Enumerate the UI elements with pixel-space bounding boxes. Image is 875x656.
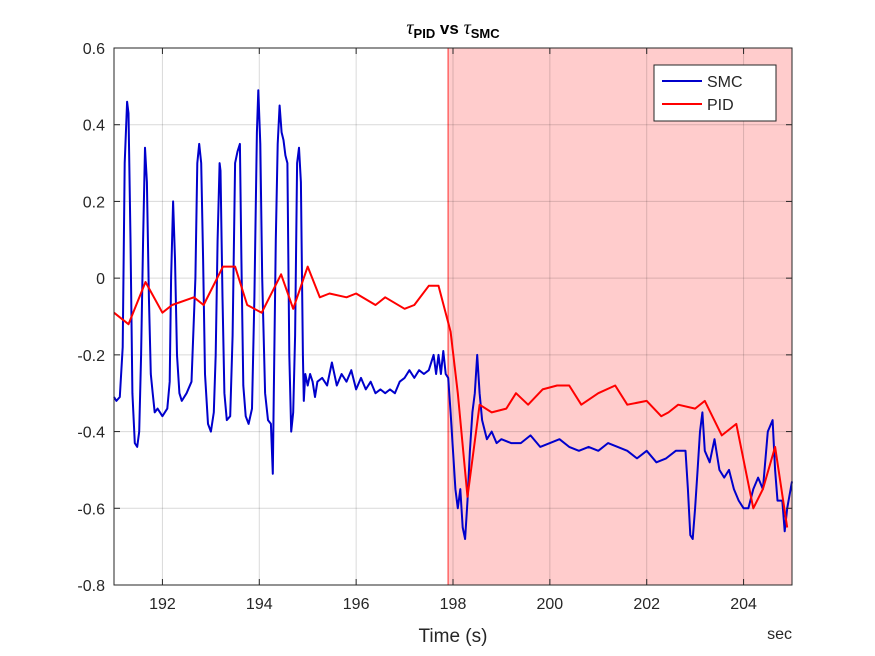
series-lines bbox=[113, 89, 793, 540]
series-line-pid bbox=[113, 265, 789, 528]
x-tick-label: 196 bbox=[343, 596, 370, 613]
title-symbol-left: τ bbox=[406, 17, 414, 39]
x-tick-label: 192 bbox=[149, 596, 176, 613]
y-tick-label: -0.8 bbox=[77, 578, 105, 595]
x-tick-label: 202 bbox=[633, 596, 660, 613]
title-middle: vs bbox=[435, 19, 463, 38]
shaded-region bbox=[448, 48, 792, 585]
y-tick-label: -0.2 bbox=[77, 348, 105, 365]
x-axis-label: Time (s) bbox=[419, 626, 488, 647]
legend-label-pid: PID bbox=[707, 97, 734, 114]
legend-label-smc: SMC bbox=[707, 74, 743, 91]
x-tick-label: 198 bbox=[440, 596, 467, 613]
chart-title: τPID vs τSMC bbox=[406, 17, 500, 41]
y-tick-label: 0.6 bbox=[83, 41, 105, 58]
title-subscript-left: PID bbox=[414, 26, 436, 41]
legend-box bbox=[653, 64, 777, 122]
x-tick-label: 200 bbox=[537, 596, 564, 613]
y-tick-label: 0.2 bbox=[83, 194, 105, 211]
x-tick-label: 194 bbox=[246, 596, 273, 613]
legend: SMC PID bbox=[653, 64, 777, 122]
series-line-smc bbox=[113, 89, 793, 540]
y-tick-label: -0.6 bbox=[77, 501, 105, 518]
ticks: 192 194 196 198 200 202 204 0.6 0.4 0.2 0 -0.2 -0.4 -… bbox=[77, 41, 792, 613]
title-subscript-right: SMC bbox=[471, 26, 501, 41]
x-axis-unit-label: sec bbox=[767, 626, 792, 643]
title-symbol-right: τ bbox=[464, 17, 472, 39]
y-tick-label: -0.4 bbox=[77, 425, 105, 442]
y-tick-label: 0 bbox=[96, 271, 105, 288]
y-tick-label: 0.4 bbox=[83, 118, 105, 135]
x-tick-label: 204 bbox=[730, 596, 757, 613]
